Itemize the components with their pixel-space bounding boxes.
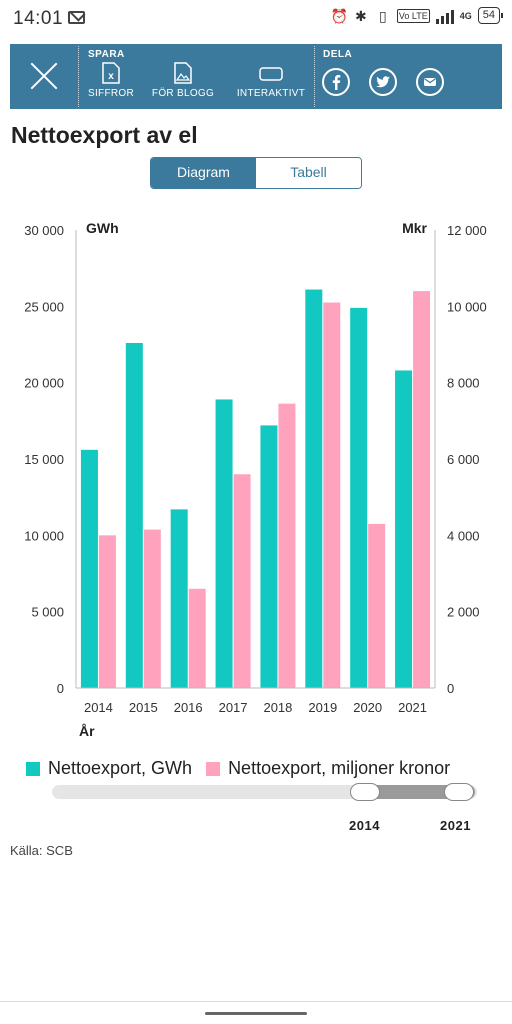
y-tick-label-left: 10 000 — [24, 528, 64, 543]
status-bar: 14:01 ⏰ ✱ ▯ Vo LTE 4G 54 — [0, 0, 512, 38]
y-tick-label-right: 0 — [447, 681, 454, 696]
bar-gwh-2020[interactable] — [350, 307, 368, 688]
bar-mkr-2019[interactable] — [323, 302, 341, 688]
bar-gwh-2017[interactable] — [215, 399, 233, 688]
status-time: 14:01 — [13, 8, 64, 29]
x-tick-label: 2020 — [353, 700, 382, 715]
email-share-button[interactable] — [416, 68, 444, 96]
x-tick-label: 2019 — [308, 700, 337, 715]
bar-gwh-2018[interactable] — [260, 425, 278, 688]
network-type: 4G — [459, 10, 472, 21]
legend-swatch — [26, 761, 40, 776]
legend-label: Nettoexport, GWh — [48, 758, 193, 778]
bar-mkr-2021[interactable] — [413, 291, 431, 688]
y-tick-label-left: 0 — [57, 681, 64, 696]
save-numbers-label: SIFFROR — [88, 88, 134, 99]
x-axis-label: År — [79, 723, 95, 739]
image-icon — [174, 62, 192, 84]
embed-icon — [259, 67, 283, 81]
bar-mkr-2020[interactable] — [368, 523, 386, 688]
source-note: Källa: SCB — [10, 843, 73, 858]
y-tick-label-left: 30 000 — [24, 223, 64, 238]
y-tick-label-right: 10 000 — [447, 299, 487, 314]
vibrate-icon: ▯ — [379, 7, 387, 24]
y-tick-label-right: 2 000 — [447, 605, 480, 620]
bar-mkr-2016[interactable] — [188, 588, 206, 688]
y-tick-label-left: 5 000 — [31, 605, 64, 620]
excel-icon: x — [102, 62, 120, 84]
status-icons: ⏰ ✱ ▯ Vo LTE 4G 54 — [330, 7, 504, 24]
bar-chart: 0 5 000 10 000 15 000 20 000 25 000 30 000 0 2 … — [24, 220, 487, 739]
year-range-slider[interactable] — [52, 783, 477, 801]
save-interactive-button[interactable]: INTERAKTIVT — [232, 62, 310, 99]
bar-gwh-2015[interactable] — [125, 342, 143, 688]
facebook-icon — [332, 75, 341, 90]
view-toggle: Diagram Tabell — [150, 157, 362, 189]
toolbar-divider — [314, 46, 315, 107]
chart-legend: Nettoexport, GWh Nettoexport, miljoner k… — [26, 758, 464, 779]
battery-icon: 54 — [477, 7, 504, 24]
bar-mkr-2015[interactable] — [143, 529, 161, 688]
tab-tabell[interactable]: Tabell — [256, 158, 361, 188]
bar-gwh-2016[interactable] — [170, 509, 188, 688]
x-tick-label: 2016 — [174, 700, 203, 715]
legend-label: Nettoexport, miljoner kronor — [228, 758, 451, 778]
legend-item-gwh[interactable]: Nettoexport, GWh — [26, 758, 192, 779]
x-tick-label: 2015 — [129, 700, 158, 715]
share-heading: DELA — [323, 49, 353, 60]
volte-icon: Vo LTE — [396, 8, 430, 23]
twitter-share-button[interactable] — [369, 68, 397, 96]
x-tick-label: 2014 — [84, 700, 113, 715]
bar-mkr-2017[interactable] — [233, 474, 251, 688]
legend-swatch — [206, 761, 221, 776]
y-tick-label-right: 4 000 — [447, 528, 480, 543]
slider-end-label: 2021 — [440, 818, 471, 833]
page-title: Nettoexport av el — [11, 122, 198, 148]
y-tick-label-left: 20 000 — [24, 376, 64, 391]
save-heading: SPARA — [88, 49, 125, 60]
save-interactive-label: INTERAKTIVT — [236, 88, 306, 99]
y-tick-label-right: 8 000 — [447, 376, 480, 391]
email-icon — [424, 78, 436, 86]
y-axis-right-label: Mkr — [402, 220, 427, 236]
close-button[interactable] — [10, 44, 78, 109]
bar-gwh-2014[interactable] — [80, 449, 98, 688]
y-tick-label-left: 25 000 — [24, 299, 64, 314]
slider-start-label: 2014 — [349, 818, 380, 833]
y-axis-left-label: GWh — [86, 220, 119, 236]
facebook-share-button[interactable] — [322, 68, 350, 96]
x-tick-label: 2017 — [219, 700, 248, 715]
y-tick-label-left: 15 000 — [24, 452, 64, 467]
tab-diagram[interactable]: Diagram — [151, 158, 256, 188]
toolbar-divider — [78, 46, 79, 107]
bluetooth-icon: ✱ — [355, 7, 367, 24]
save-numbers-button[interactable]: x SIFFROR — [86, 62, 136, 99]
navigation-bar — [0, 1001, 512, 1024]
bar-gwh-2019[interactable] — [305, 289, 323, 688]
legend-item-mkr[interactable]: Nettoexport, miljoner kronor — [206, 758, 450, 779]
x-tick-label: 2018 — [263, 700, 292, 715]
signal-icon — [435, 8, 454, 24]
bar-mkr-2014[interactable] — [98, 535, 116, 688]
y-tick-label-right: 12 000 — [447, 223, 487, 238]
slider-handle-end[interactable] — [444, 783, 474, 801]
alarm-icon: ⏰ — [330, 7, 349, 24]
toolbar: SPARA x SIFFROR FÖR BLOGG INTERAKTIVT DE… — [10, 44, 502, 109]
save-blog-button[interactable]: FÖR BLOGG — [148, 62, 218, 99]
x-tick-label: 2021 — [398, 700, 427, 715]
bar-mkr-2018[interactable] — [278, 403, 296, 688]
twitter-icon — [376, 76, 390, 88]
home-gesture-bar[interactable] — [205, 1012, 307, 1015]
y-tick-label-right: 6 000 — [447, 452, 480, 467]
slider-handle-start[interactable] — [350, 783, 380, 801]
svg-text:x: x — [108, 71, 114, 82]
mail-icon — [68, 11, 85, 24]
bar-gwh-2021[interactable] — [395, 370, 413, 688]
save-blog-label: FÖR BLOGG — [151, 88, 215, 99]
